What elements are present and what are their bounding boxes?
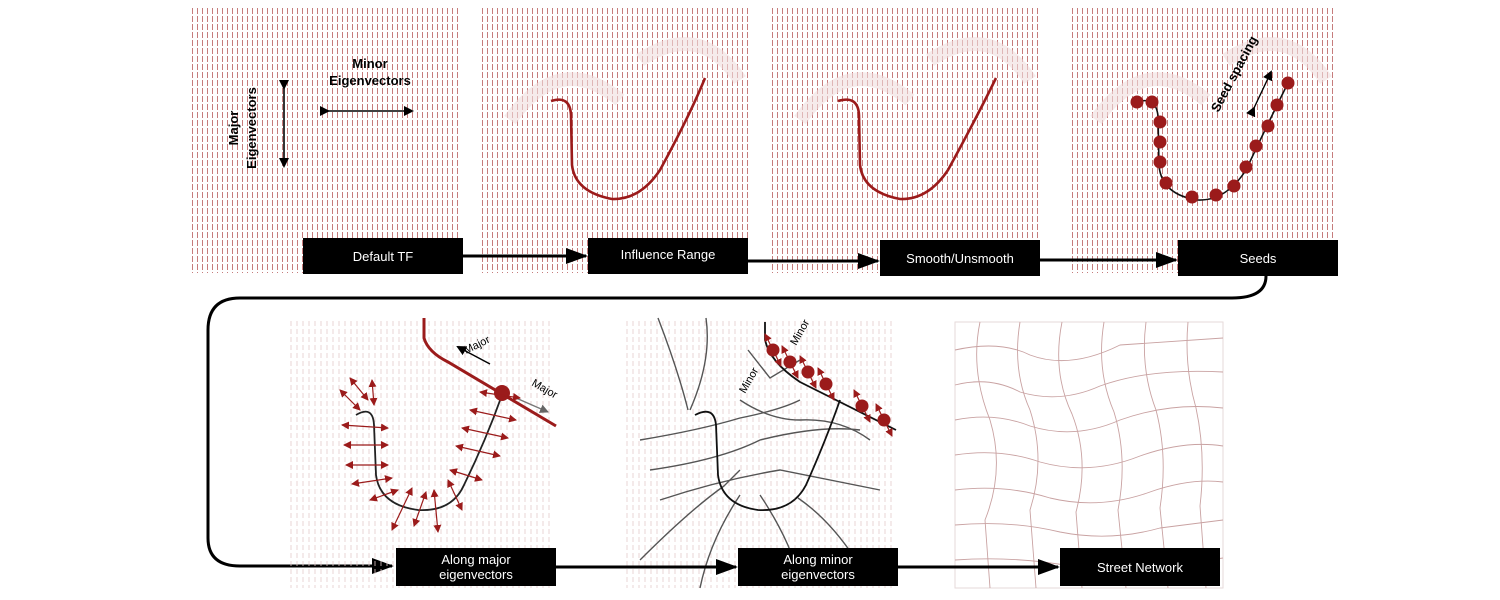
street-lines — [954, 321, 1224, 589]
step-along-major: Along major eigenvectors — [396, 548, 556, 586]
panel-default-tf: Major Eigenvectors Minor Eigenvectors — [192, 8, 460, 273]
flow-arrows-top — [463, 248, 1178, 269]
panel-smooth — [772, 8, 1040, 273]
step-label-line1: Along minor — [783, 552, 853, 567]
seed-points — [1130, 76, 1295, 204]
step-label: Smooth/Unsmooth — [906, 251, 1014, 266]
loop-connector — [206, 275, 1268, 574]
step-label: Default TF — [353, 249, 414, 264]
step-label: Seeds — [1240, 251, 1277, 266]
minor-eigenvectors-label-2: Eigenvectors — [329, 73, 411, 88]
curve — [550, 77, 707, 201]
curve — [694, 399, 841, 511]
panel-influence-range — [481, 8, 749, 273]
minor-direction-arrows — [764, 333, 893, 437]
panel-seeds: Seed spacing — [1068, 8, 1336, 273]
panel-street-network — [954, 321, 1224, 589]
step-smooth: Smooth/Unsmooth — [880, 240, 1040, 276]
panel-along-minor: Minor Minor — [625, 317, 897, 589]
step-label-line1: Street Network — [1097, 560, 1183, 575]
curve — [837, 77, 998, 201]
step-street-network: Street Network — [1060, 548, 1220, 586]
step-label-line1: Along major — [441, 552, 511, 567]
seed-point — [494, 385, 510, 401]
major-eigenvectors-label-2: Eigenvectors — [244, 87, 259, 169]
major-direction-arrows — [339, 377, 521, 533]
major-hyperstreamline — [422, 318, 557, 428]
step-along-minor: Along minor eigenvectors — [738, 548, 898, 586]
step-default-tf: Default TF — [303, 238, 463, 274]
step-seeds: Seeds — [1178, 240, 1338, 276]
step-label-line2: eigenvectors — [781, 567, 855, 582]
step-label-line2: eigenvectors — [439, 567, 513, 582]
major-eigenvectors-label-1: Major — [226, 111, 241, 146]
seed-spacing-arrow — [1246, 70, 1273, 118]
step-label: Influence Range — [621, 247, 716, 262]
minor-eigenvectors-label-1: Minor — [352, 56, 387, 71]
step-influence-range: Influence Range — [588, 238, 748, 274]
panel-along-major: Major Major — [286, 318, 560, 588]
